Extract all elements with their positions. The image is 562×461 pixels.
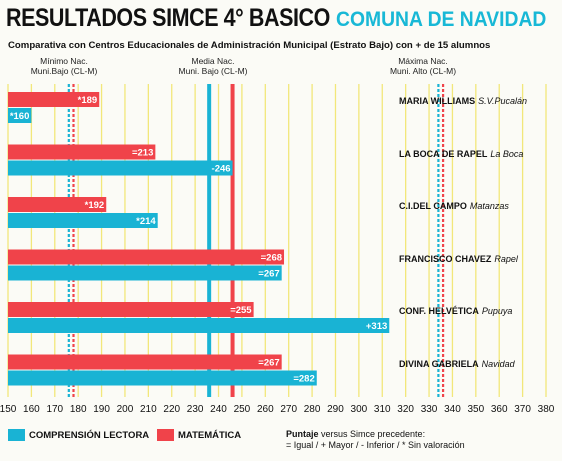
max-reference-line1: Máxima Nac. xyxy=(398,56,448,66)
school-name: DIVINA GABRIELA xyxy=(399,358,479,369)
bar-label-lectura: +313 xyxy=(366,321,387,332)
bar-label-lectura: -246 xyxy=(212,164,231,175)
school-name: LA BOCA DE RAPEL xyxy=(399,148,488,159)
bar-label-lectura: =267 xyxy=(258,269,279,280)
school-location: Pupuya xyxy=(481,306,513,316)
bar-label-lectura: =282 xyxy=(293,374,314,385)
x-tick-label: 200 xyxy=(117,404,134,415)
school-name: FRANCISCO CHAVEZ xyxy=(399,253,492,264)
legend-label-lectura: COMPRENSIÓN LECTORA xyxy=(29,430,150,441)
x-tick-label: 380 xyxy=(538,404,555,415)
bar-label-matematica: *192 xyxy=(85,200,105,211)
x-tick-label: 260 xyxy=(257,404,274,415)
x-tick-label: 240 xyxy=(210,404,227,415)
x-tick-label: 230 xyxy=(187,404,204,415)
x-tick-label: 220 xyxy=(163,404,180,415)
bar-label-lectura: *214 xyxy=(136,216,156,227)
bar-lectura xyxy=(8,265,282,281)
max-reference-line2: Muni. Alto (CL-M) xyxy=(389,65,457,76)
note-rest: versus Simce precedente: xyxy=(318,429,426,439)
school-location: Rapel xyxy=(494,253,518,264)
school-name: MARIA WILLIAMS xyxy=(399,96,476,106)
page-title: RESULTADOS SIMCE 4° BASICO xyxy=(6,4,330,32)
bar-matematica xyxy=(8,354,282,370)
x-tick-label: 350 xyxy=(467,404,484,415)
commune-title: COMUNA DE NAVIDAD xyxy=(336,8,547,31)
bar-lectura xyxy=(8,213,158,228)
school-location: Matanzas xyxy=(469,201,509,211)
x-tick-label: 370 xyxy=(514,404,531,415)
min-reference-line2: Muni.Bajo (CL-M) xyxy=(30,65,98,76)
x-tick-label: 160 xyxy=(23,404,40,415)
school-location: La Boca xyxy=(490,148,524,159)
x-tick-label: 280 xyxy=(304,404,321,415)
bar-label-matematica: =268 xyxy=(261,253,282,264)
x-tick-label: 340 xyxy=(444,404,461,415)
mean-reference-line1: Media Nac. xyxy=(191,56,235,66)
x-tick-label: 150 xyxy=(0,404,17,415)
bar-lectura xyxy=(8,108,32,123)
x-tick-label: 360 xyxy=(491,404,508,415)
x-tick-label: 320 xyxy=(397,404,414,415)
school-location: S.V.Pucalán xyxy=(478,96,528,106)
score-legend-note: Puntaje versus Simce precedente: = Igual… xyxy=(286,429,465,451)
school-label: FRANCISCO CHAVEZ Rapel xyxy=(399,254,518,264)
x-tick-label: 330 xyxy=(421,404,438,415)
min-reference-label: Mínimo Nac. Muni.Bajo (CL-M) xyxy=(14,56,114,76)
min-reference-line1: Mínimo Nac. xyxy=(40,56,88,66)
bar-label-lectura: *160 xyxy=(10,111,30,122)
x-tick-label: 290 xyxy=(327,404,344,415)
page-subtitle: Comparativa con Centros Educacionales de… xyxy=(8,40,491,51)
x-tick-label: 180 xyxy=(70,404,87,415)
school-label: LA BOCA DE RAPEL La Boca xyxy=(399,149,523,159)
mean-reference-line2: Muni. Bajo (CL-M) xyxy=(178,65,248,76)
bar-matematica xyxy=(8,249,285,265)
bar-label-matematica: *189 xyxy=(78,95,98,106)
bar-matematica xyxy=(8,197,107,212)
x-tick-label: 170 xyxy=(46,404,63,415)
school-name: C.I.DEL CAMPO xyxy=(399,201,467,211)
bar-matematica xyxy=(8,302,254,317)
x-tick-label: 310 xyxy=(374,404,391,415)
x-tick-label: 300 xyxy=(351,404,368,415)
school-location: Navidad xyxy=(481,358,515,369)
school-label: MARIA WILLIAMS S.V.Pucalán xyxy=(399,96,527,106)
note-line2: = Igual / + Mayor / - Inferior / * Sin v… xyxy=(286,440,465,450)
bar-lectura xyxy=(8,160,233,176)
school-label: C.I.DEL CAMPO Matanzas xyxy=(399,201,509,211)
bar-lectura xyxy=(8,318,390,333)
bar-label-matematica: =213 xyxy=(132,148,153,159)
bar-matematica xyxy=(8,144,156,160)
bar-chart: 150 160 170 180 190 200 210 220 230 240 250 260 270 2… xyxy=(0,84,555,415)
legend-swatch-matematica xyxy=(157,429,174,441)
mean-reference-label: Media Nac. Muni. Bajo (CL-M) xyxy=(158,56,268,76)
school-label: CONF. HELVÉTICA Pupuya xyxy=(399,306,512,316)
max-reference-label: Máxima Nac. Muni. Alto (CL-M) xyxy=(368,56,478,76)
x-tick-label: 250 xyxy=(234,404,251,415)
x-tick-label: 270 xyxy=(280,404,297,415)
x-tick-label: 210 xyxy=(140,404,157,415)
x-tick-label: 190 xyxy=(93,404,110,415)
note-bold: Puntaje xyxy=(286,429,319,439)
legend-label-matematica: MATEMÁTICA xyxy=(178,430,242,441)
school-label: DIVINA GABRIELA Navidad xyxy=(399,359,515,369)
legend-swatch-lectura xyxy=(8,429,25,441)
school-name: CONF. HELVÉTICA xyxy=(399,306,479,316)
bar-label-matematica: =255 xyxy=(230,305,252,316)
bar-matematica xyxy=(8,92,100,107)
bar-label-matematica: =267 xyxy=(258,358,279,369)
bar-lectura xyxy=(8,370,317,386)
